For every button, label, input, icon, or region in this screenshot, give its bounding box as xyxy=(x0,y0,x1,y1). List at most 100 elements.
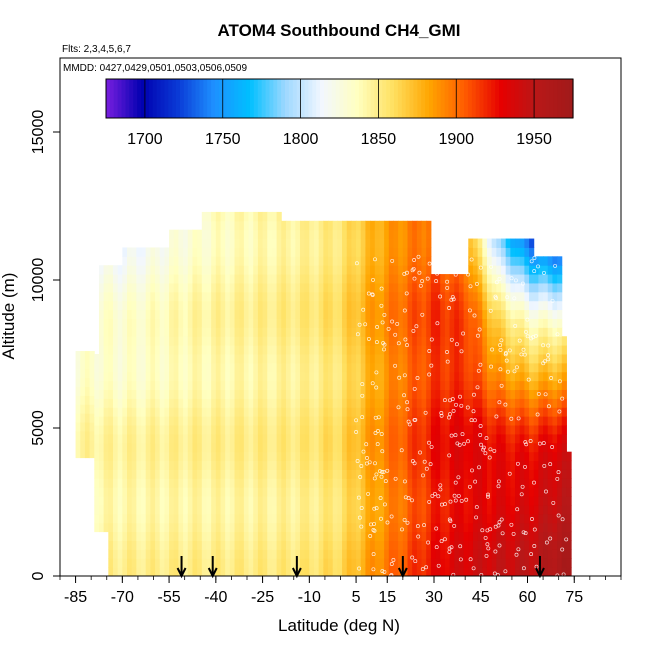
heat-cell xyxy=(201,398,207,408)
heat-cell xyxy=(136,354,142,364)
heat-cell xyxy=(351,567,357,577)
heat-cell xyxy=(393,433,399,444)
heat-cell xyxy=(281,380,287,391)
heat-cell xyxy=(197,487,203,497)
heat-cell xyxy=(173,416,179,426)
heat-cell xyxy=(136,522,142,533)
heat-cell xyxy=(262,300,268,311)
heat-cell xyxy=(360,522,366,533)
heat-cell xyxy=(257,336,264,346)
heat-cell xyxy=(519,540,525,550)
heat-cell xyxy=(374,460,380,470)
heat-cell xyxy=(183,496,189,506)
sample-point xyxy=(493,294,498,299)
heat-cell xyxy=(435,309,441,319)
heat-cell xyxy=(122,291,128,302)
heat-cell xyxy=(131,469,137,479)
heat-cell xyxy=(201,256,207,266)
heat-cell xyxy=(127,256,133,266)
sample-point xyxy=(421,473,425,478)
heat-cell xyxy=(454,558,460,568)
heat-cell xyxy=(519,407,525,417)
heat-cell xyxy=(243,522,250,533)
heat-cell xyxy=(510,336,516,346)
heat-cell xyxy=(463,531,469,541)
heat-cell xyxy=(103,354,109,364)
heat-cell xyxy=(211,380,217,391)
heat-cell xyxy=(435,504,441,515)
colorbar-swatch xyxy=(456,79,461,118)
heat-cell xyxy=(533,282,539,293)
heat-cell xyxy=(248,496,254,506)
sample-point xyxy=(417,270,422,275)
heat-cell xyxy=(192,558,198,568)
heat-cell xyxy=(529,345,535,355)
heat-cell xyxy=(309,487,315,497)
heat-cell xyxy=(225,256,231,266)
heat-cell xyxy=(365,531,371,541)
heat-cell xyxy=(103,345,109,355)
heat-cell xyxy=(201,416,207,426)
sample-point xyxy=(399,448,404,453)
heat-cell xyxy=(304,345,310,355)
heat-cell xyxy=(472,362,479,373)
heat-cell xyxy=(89,351,95,361)
heat-cell xyxy=(435,336,441,346)
heat-cell xyxy=(239,238,245,248)
heat-cell xyxy=(173,531,179,541)
heat-cell xyxy=(384,496,390,506)
heat-cell xyxy=(426,238,432,248)
heat-cell xyxy=(211,371,217,382)
heat-cell xyxy=(281,522,287,533)
heat-cell xyxy=(276,274,282,284)
sample-point xyxy=(523,464,527,469)
heat-cell xyxy=(262,496,268,506)
heat-cell xyxy=(543,380,549,391)
heat-cell xyxy=(519,309,525,319)
heat-cell xyxy=(271,531,278,541)
heat-cell xyxy=(169,336,175,346)
heat-cell xyxy=(328,487,334,497)
heat-cell xyxy=(351,327,357,337)
y-axis-label: Altitude (m) xyxy=(0,273,18,360)
heat-cell xyxy=(299,487,306,497)
heat-cell xyxy=(276,549,282,559)
heat-cell xyxy=(145,540,151,550)
heat-cell xyxy=(482,487,488,497)
sample-point xyxy=(541,441,546,446)
heat-cell xyxy=(127,398,133,408)
heat-cell xyxy=(519,549,525,559)
heat-cell xyxy=(234,398,240,408)
heat-cell xyxy=(122,433,128,444)
heat-cell xyxy=(486,354,493,364)
heat-cell xyxy=(271,362,278,373)
heat-cell xyxy=(271,354,278,364)
colorbar-swatch xyxy=(335,79,341,118)
heat-cell xyxy=(281,371,287,382)
heat-cell xyxy=(136,282,142,293)
sample-point xyxy=(429,363,434,368)
heat-cell xyxy=(248,229,254,240)
heat-cell xyxy=(103,416,109,426)
heat-cell xyxy=(243,291,250,302)
heat-cell xyxy=(145,354,151,364)
sample-point xyxy=(513,323,518,328)
heat-cell xyxy=(360,282,366,293)
heat-cell xyxy=(187,442,193,453)
heat-cell xyxy=(112,496,119,506)
heat-cell xyxy=(314,442,320,453)
heat-cell xyxy=(454,336,460,346)
heat-cell xyxy=(164,327,170,337)
heat-cell xyxy=(127,531,133,541)
heat-cell xyxy=(561,558,567,568)
heat-cell xyxy=(370,442,376,453)
heat-cell xyxy=(360,442,366,453)
heat-cell xyxy=(164,425,170,435)
heat-cell xyxy=(122,469,128,479)
heat-cell xyxy=(285,469,292,479)
heat-cell xyxy=(173,336,179,346)
heat-cell xyxy=(332,469,338,479)
heat-cell xyxy=(108,327,114,337)
heat-cell xyxy=(393,487,399,497)
